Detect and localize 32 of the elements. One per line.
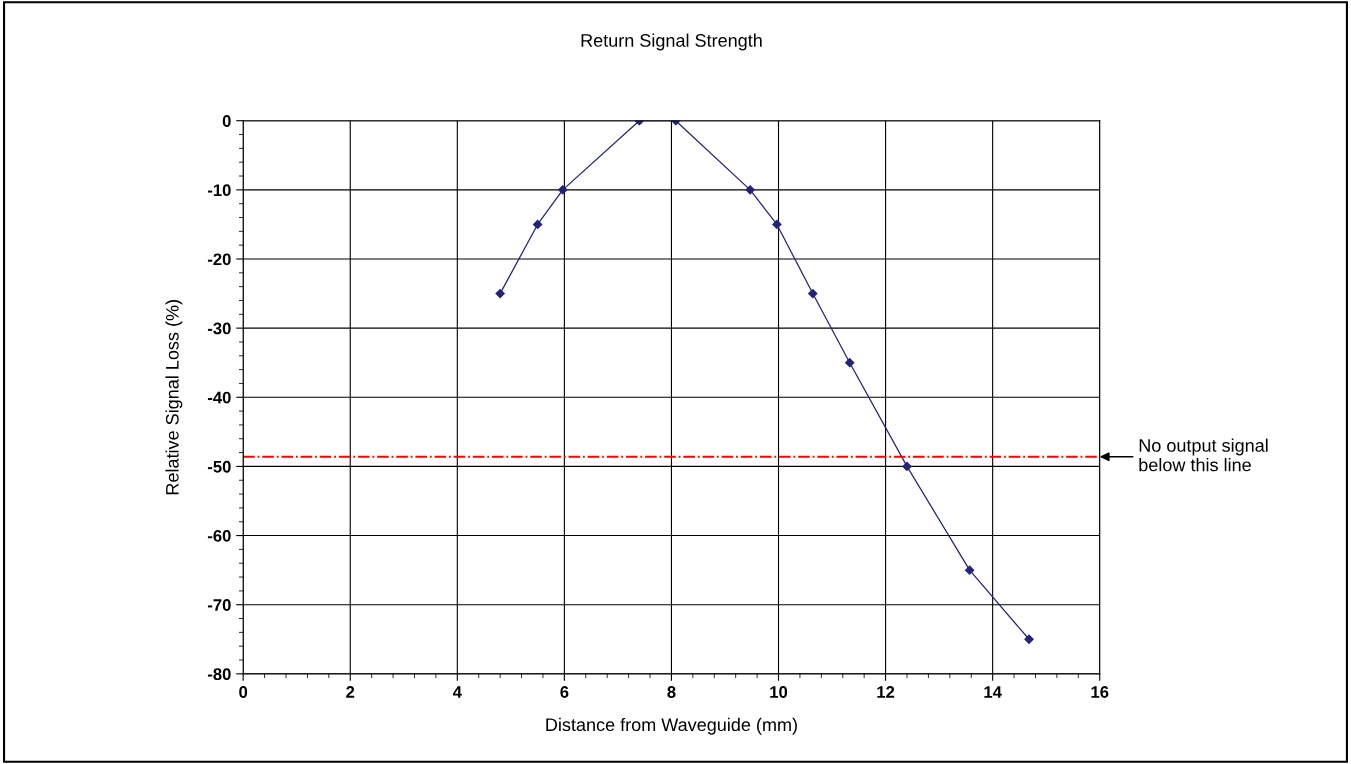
y-tick-label: 0: [222, 115, 231, 127]
point: [558, 185, 568, 195]
x-tick-label: 6: [560, 686, 569, 698]
point: [495, 288, 505, 299]
point: [772, 219, 782, 230]
x-tick-label: 2: [346, 686, 355, 698]
point: [1024, 634, 1034, 644]
y-tick-label: -40: [207, 391, 231, 404]
y-tick-label: -60: [207, 529, 231, 542]
point: [902, 461, 912, 472]
chart-title: Return Signal Strength: [581, 33, 762, 51]
point: [845, 358, 855, 368]
point: [965, 565, 975, 575]
x-tick-label: 10: [770, 686, 788, 698]
x-tick-label: 4: [452, 686, 462, 698]
y-tick-label: -30: [207, 322, 231, 335]
y-axis-title: Relative Signal Loss (%): [165, 300, 183, 495]
x-tick-label: 8: [667, 686, 676, 698]
y-tick-label: -50: [207, 460, 231, 473]
x-tick-label: 0: [239, 686, 248, 698]
point: [808, 288, 818, 299]
y-tick-label: -70: [207, 599, 231, 611]
y-tick-label: -20: [207, 253, 231, 266]
x-tick-label: 14: [984, 686, 1002, 698]
x-axis-title: Distance from Waveguide (mm): [546, 717, 797, 735]
point: [745, 185, 755, 195]
point: [532, 219, 543, 230]
y-tick-label: -10: [207, 184, 231, 197]
x-tick-label: 16: [1091, 686, 1109, 698]
ref-line-label: No output signal below this line: [1139, 438, 1268, 472]
y-tick-label: -80: [207, 668, 231, 681]
x-tick-label: 12: [877, 686, 895, 698]
